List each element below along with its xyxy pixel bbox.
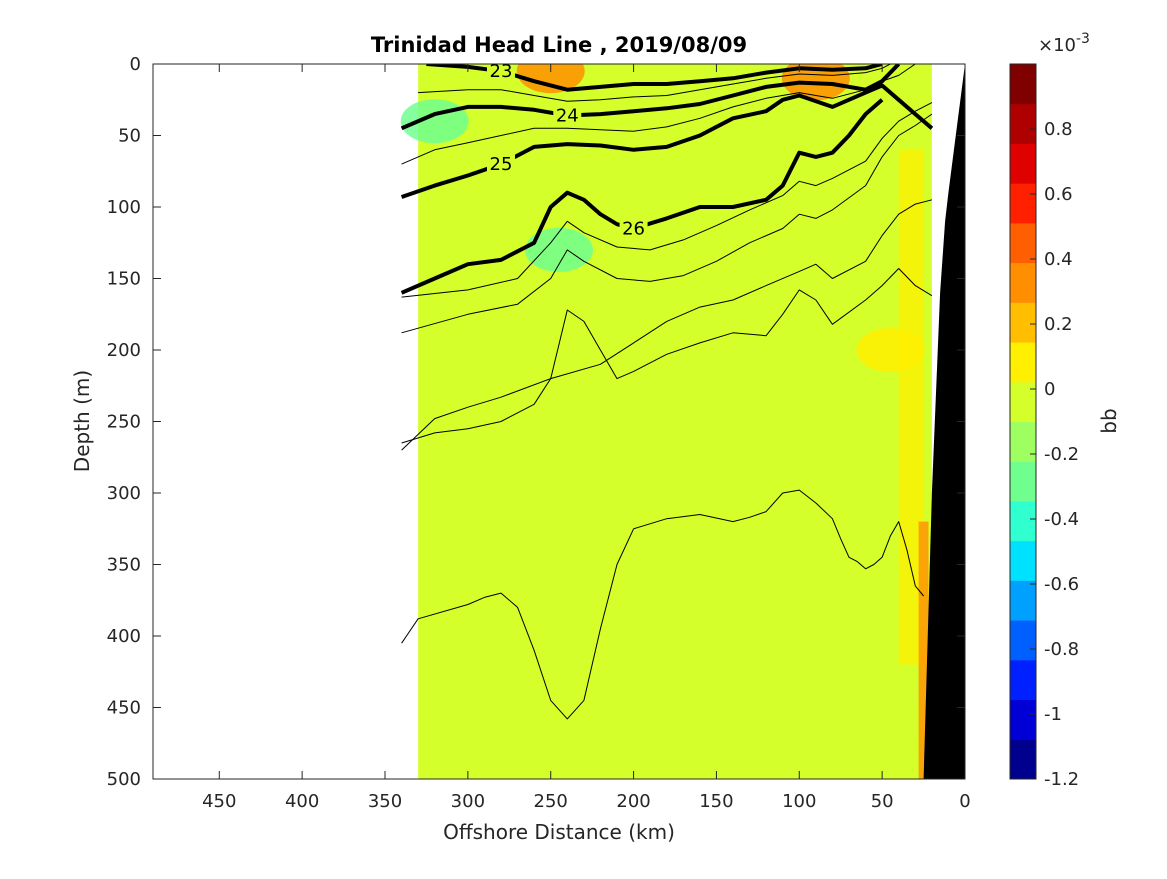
y-tick-label: 250 xyxy=(107,412,141,433)
colorbar-swatch xyxy=(1010,143,1036,184)
isopycnal-minor xyxy=(401,489,924,720)
field-feature-low xyxy=(400,99,469,144)
colorbar-tick-label: -0.4 xyxy=(1044,509,1079,530)
x-tick-label: 200 xyxy=(616,791,650,812)
chart-title: Trinidad Head Line , 2019/08/09 xyxy=(371,33,747,57)
colorbar-swatch xyxy=(1010,342,1036,383)
colorbar-tick-label: -1 xyxy=(1044,704,1062,725)
colorbar-swatch xyxy=(1010,739,1036,780)
colorbar-swatch xyxy=(1010,302,1036,343)
y-axis-label: Depth (m) xyxy=(70,370,94,472)
contour-label: 25 xyxy=(490,154,513,175)
colorbar-tick-label: -0.8 xyxy=(1044,639,1079,660)
field-feature-low xyxy=(525,227,593,272)
x-axis-ticks: 450 400 350 300 250 200 150 100 50 0 xyxy=(202,64,971,812)
field-background xyxy=(418,64,932,779)
colorbar: 0.8 0.6 0.4 0.2 0 -0.2 -0.4 -0.6 -0.8 -1 -1.2 ×10-… xyxy=(1009,31,1121,790)
x-tick-label: 150 xyxy=(699,791,733,812)
isopycnal-minor xyxy=(401,64,916,165)
y-tick-label: 350 xyxy=(107,555,141,576)
colorbar-swatch xyxy=(1010,540,1036,581)
colorbar-swatch xyxy=(1010,620,1036,661)
colorbar-exponent-base: ×10 xyxy=(1038,35,1076,56)
x-tick-label: 100 xyxy=(782,791,816,812)
isopycnal-contours: 23 24 25 26 xyxy=(400,61,934,720)
color-field xyxy=(400,64,932,779)
colorbar-tick-label: -1.2 xyxy=(1044,769,1079,790)
colorbar-label: bb xyxy=(1097,408,1121,433)
x-axis-label: Offshore Distance (km) xyxy=(443,820,675,844)
field-nearshore-bottom xyxy=(918,521,929,779)
y-tick-label: 0 xyxy=(130,54,141,75)
y-tick-label: 400 xyxy=(107,626,141,647)
contour-label-bg xyxy=(553,104,582,127)
seafloor-layer xyxy=(923,64,965,779)
colorbar-ticks: 0.8 0.6 0.4 0.2 0 -0.2 -0.4 -0.6 -0.8 -1 -1.2 xyxy=(1030,119,1079,790)
x-tick-label: 450 xyxy=(202,791,236,812)
y-tick-label: 500 xyxy=(107,769,141,790)
y-tick-label: 50 xyxy=(118,126,141,147)
isopycnal-minor xyxy=(401,102,933,298)
x-tick-label: 300 xyxy=(451,791,485,812)
x-tick-label: 0 xyxy=(959,791,970,812)
isopycnal-major xyxy=(400,64,901,131)
x-tick-label: 250 xyxy=(534,791,568,812)
colorbar-tick-label: 0.2 xyxy=(1044,314,1073,335)
seafloor xyxy=(923,64,965,779)
colorbar-exponent-power: -3 xyxy=(1076,31,1090,47)
colorbar-swatch xyxy=(1010,421,1036,462)
isopycnal-major xyxy=(400,98,884,295)
y-tick-label: 100 xyxy=(107,197,141,218)
x-tick-label: 50 xyxy=(871,791,894,812)
isopycnal-minor xyxy=(401,268,933,444)
colorbar-exponent: ×10-3 xyxy=(1038,31,1090,56)
contour-label: 23 xyxy=(490,61,513,82)
colorbar-swatch xyxy=(1010,381,1036,422)
colorbar-strips xyxy=(1010,64,1036,780)
contour-label: 26 xyxy=(622,218,645,239)
isopycnal-minor xyxy=(401,113,933,334)
contour-label-bg xyxy=(487,153,515,176)
y-axis-ticks: 0 50 100 150 200 250 300 350 400 450 500 xyxy=(107,54,965,790)
y-tick-label: 150 xyxy=(107,269,141,290)
colorbar-swatch xyxy=(1010,64,1036,105)
colorbar-frame xyxy=(1009,63,1037,780)
y-tick-label: 200 xyxy=(107,340,141,361)
colorbar-swatch xyxy=(1010,262,1036,303)
colorbar-swatch xyxy=(1010,103,1036,144)
y-tick-label: 450 xyxy=(107,698,141,719)
isopycnal-minor xyxy=(418,64,891,102)
y-tick-label: 300 xyxy=(107,483,141,504)
contour-label: 24 xyxy=(556,105,579,126)
colorbar-swatch xyxy=(1010,500,1036,542)
colorbar-tick-label: 0.4 xyxy=(1044,249,1073,270)
colorbar-tick-label: -0.6 xyxy=(1044,574,1079,595)
colorbar-swatch xyxy=(1010,659,1036,701)
contour-label-bg xyxy=(619,217,648,240)
x-tick-label: 350 xyxy=(368,791,402,812)
colorbar-tick-label: 0.8 xyxy=(1044,119,1073,140)
colorbar-tick-label: 0 xyxy=(1044,379,1055,400)
isopycnal-minor xyxy=(401,199,933,451)
colorbar-swatch xyxy=(1010,461,1036,502)
x-tick-label: 400 xyxy=(285,791,319,812)
colorbar-swatch xyxy=(1010,222,1036,264)
contour-label-bg xyxy=(487,64,515,83)
colorbar-swatch xyxy=(1010,699,1036,740)
colorbar-swatch xyxy=(1010,580,1036,621)
colorbar-tick-label: -0.2 xyxy=(1044,444,1079,465)
colorbar-tick-label: 0.6 xyxy=(1044,184,1073,205)
colorbar-swatch xyxy=(1010,183,1036,224)
field-feature-high xyxy=(516,64,585,94)
